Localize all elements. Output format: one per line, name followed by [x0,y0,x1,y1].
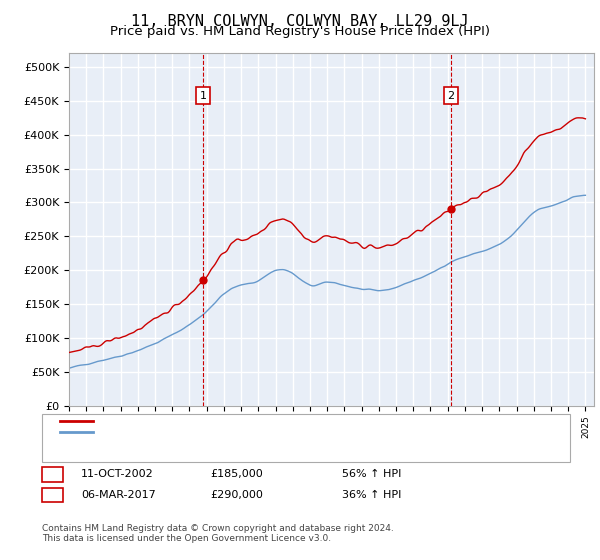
Text: 11, BRYN COLWYN, COLWYN BAY, LL29 9LJ (detached house): 11, BRYN COLWYN, COLWYN BAY, LL29 9LJ (d… [99,416,413,426]
Text: Contains HM Land Registry data © Crown copyright and database right 2024.
This d: Contains HM Land Registry data © Crown c… [42,524,394,543]
Text: 1: 1 [199,91,206,101]
Text: 56% ↑ HPI: 56% ↑ HPI [342,469,401,479]
Text: 11, BRYN COLWYN, COLWYN BAY, LL29 9LJ: 11, BRYN COLWYN, COLWYN BAY, LL29 9LJ [131,14,469,29]
Text: 36% ↑ HPI: 36% ↑ HPI [342,490,401,500]
Text: £290,000: £290,000 [210,490,263,500]
Text: £185,000: £185,000 [210,469,263,479]
Text: HPI: Average price, detached house, Conwy: HPI: Average price, detached house, Conw… [99,427,327,437]
Text: 2: 2 [49,490,56,500]
Text: 2: 2 [447,91,454,101]
Text: 06-MAR-2017: 06-MAR-2017 [81,490,156,500]
Text: 1: 1 [49,469,56,479]
Text: Price paid vs. HM Land Registry's House Price Index (HPI): Price paid vs. HM Land Registry's House … [110,25,490,38]
Text: 11-OCT-2002: 11-OCT-2002 [81,469,154,479]
